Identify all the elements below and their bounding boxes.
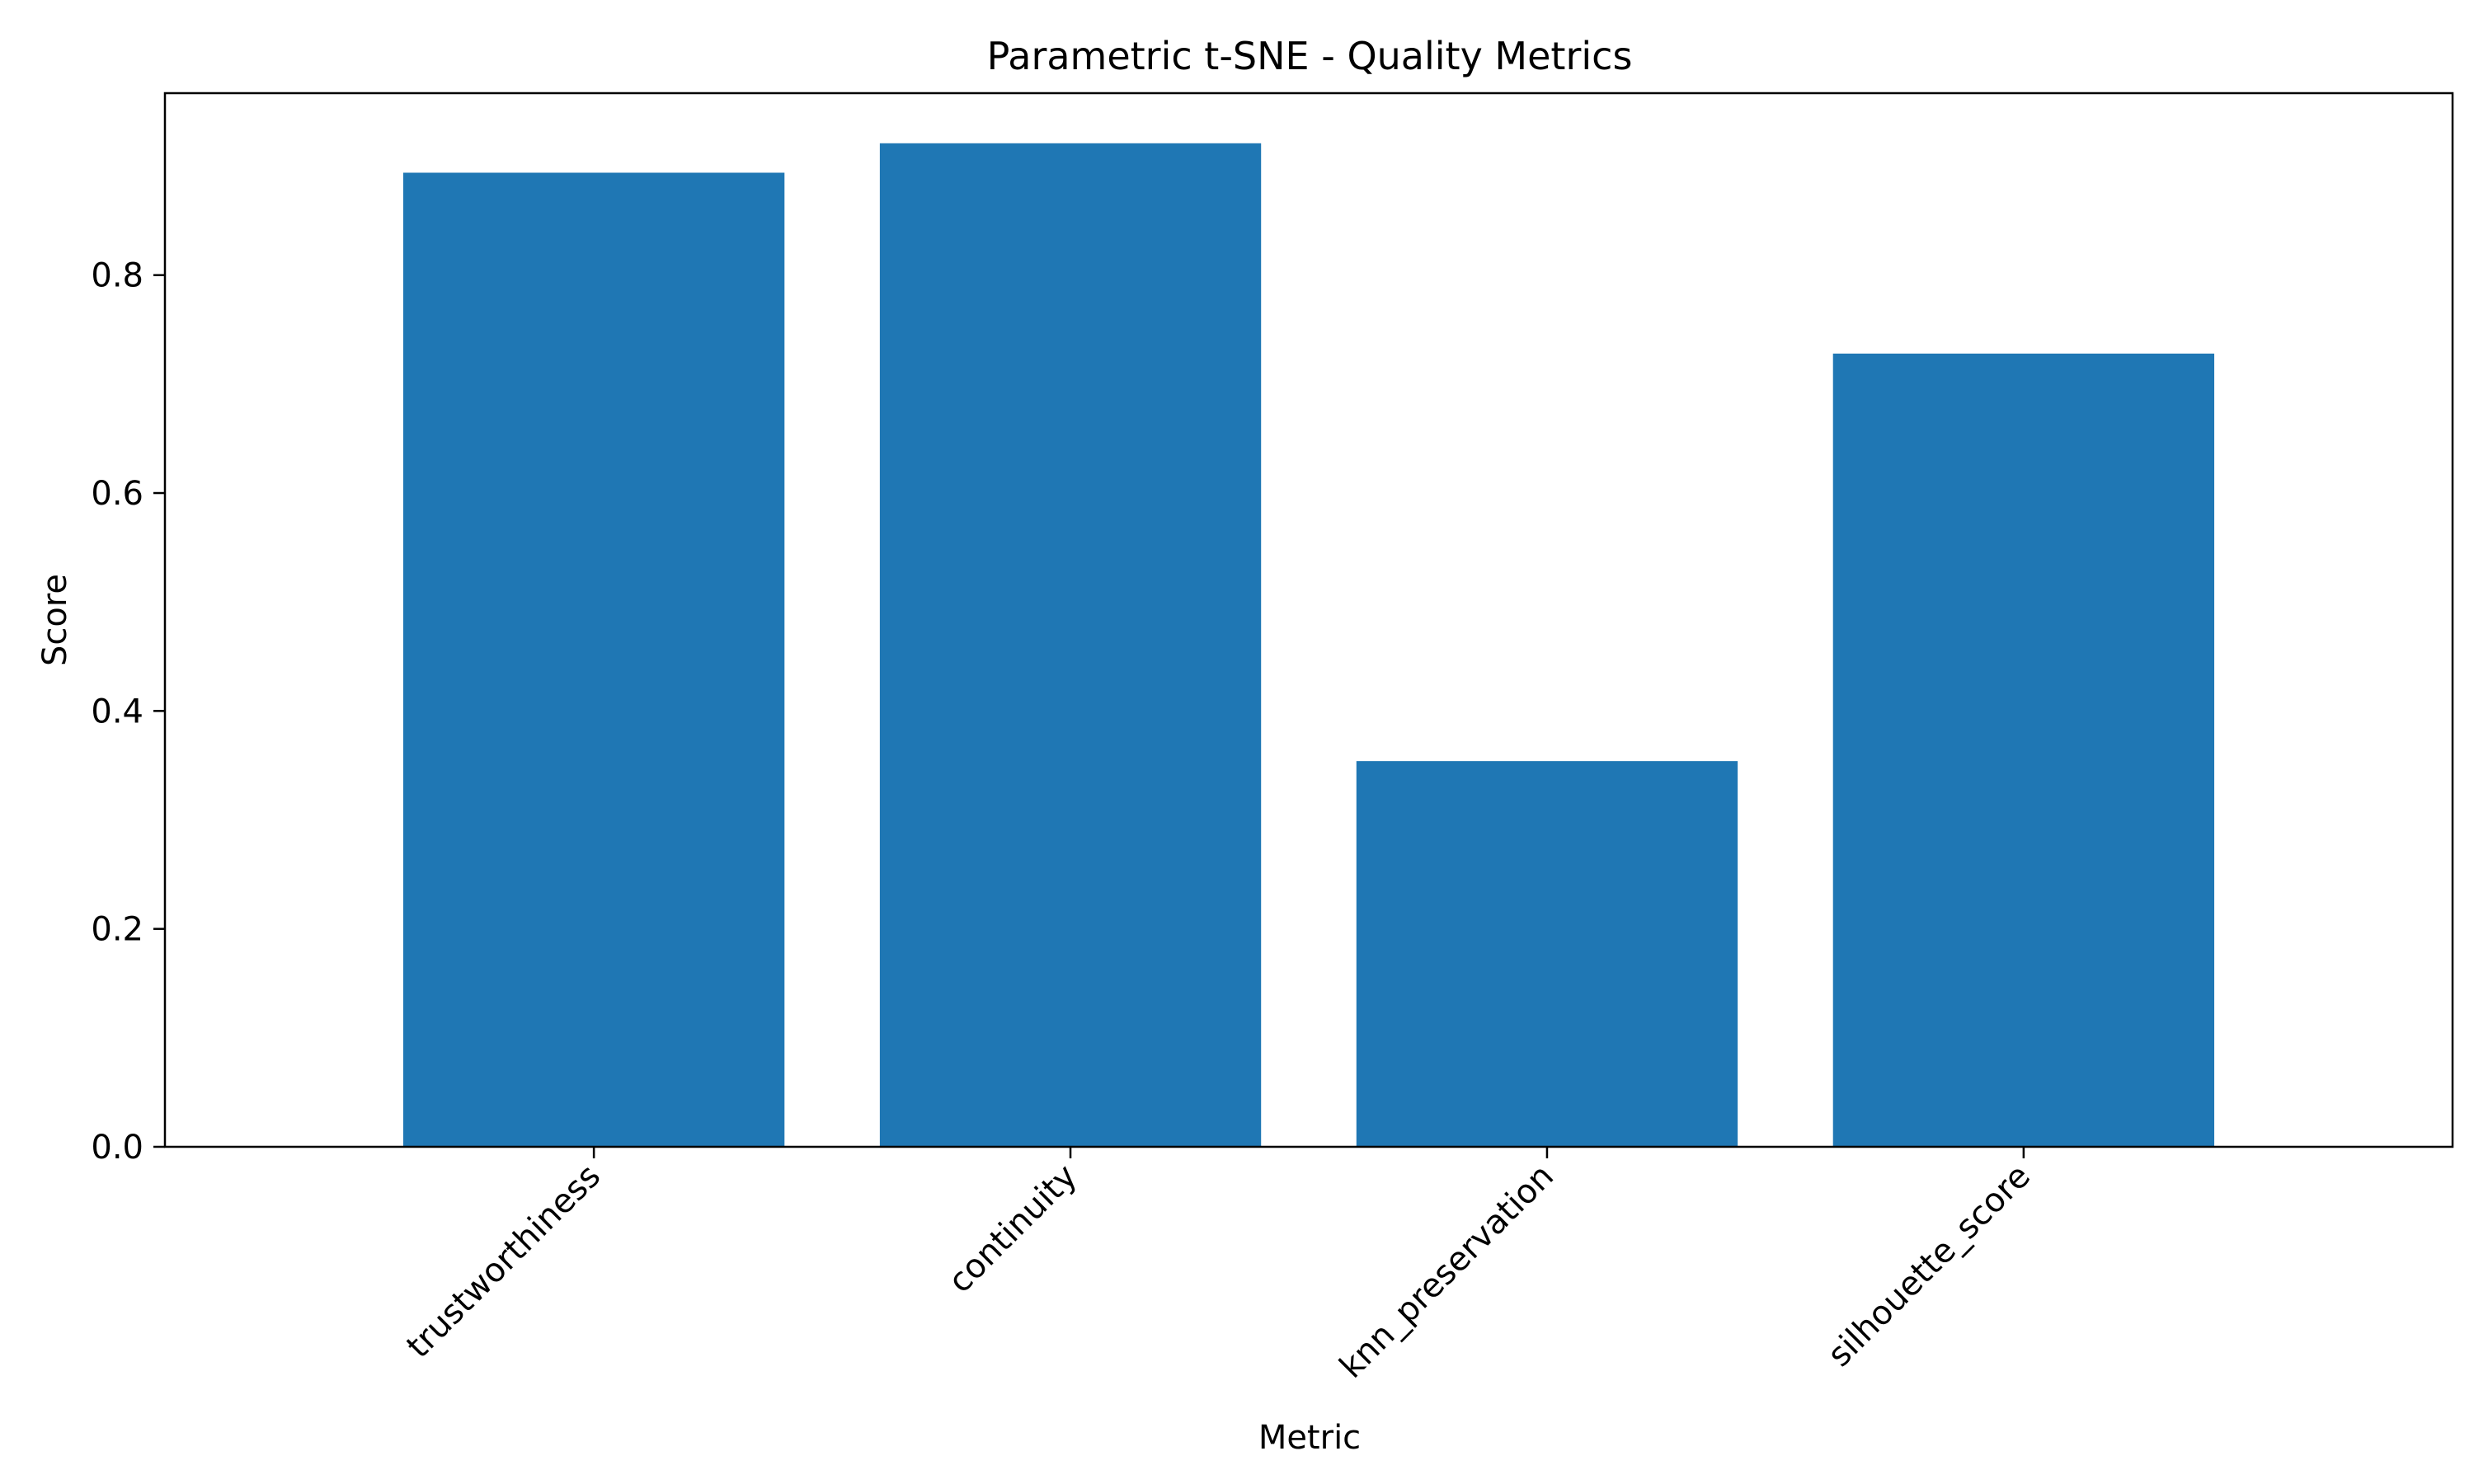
x-axis: trustworthiness continuity knn_preservatio… (399, 1147, 2038, 1386)
chart-title: Parametric t-SNE - Quality Metrics (987, 34, 1633, 78)
plot-frame (163, 92, 2454, 1148)
y-tick-label: 0.4 (91, 693, 143, 730)
bar-continuity (879, 143, 1262, 1147)
bar-trustworthiness (402, 172, 785, 1148)
bar-knn-preservation (1356, 761, 1738, 1147)
y-axis-label: Score (36, 574, 74, 666)
bars (402, 143, 2215, 1148)
y-tick-label: 0.6 (91, 475, 143, 513)
y-tick-label: 0.2 (91, 911, 143, 949)
x-tick-label: continuity (941, 1158, 1084, 1301)
y-tick-label: 0.8 (91, 257, 143, 295)
x-axis-label: Metric (1258, 1419, 1361, 1457)
x-tick-label: knn_preservation (1333, 1158, 1561, 1386)
y-axis: 0.0 0.2 0.4 0.6 0.8 (91, 257, 165, 1167)
x-tick-label: trustworthiness (399, 1158, 608, 1366)
x-tick-label: silhouette_score (1821, 1158, 2038, 1374)
bar-silhouette-score (1832, 353, 2215, 1147)
y-tick-label: 0.0 (91, 1129, 143, 1167)
